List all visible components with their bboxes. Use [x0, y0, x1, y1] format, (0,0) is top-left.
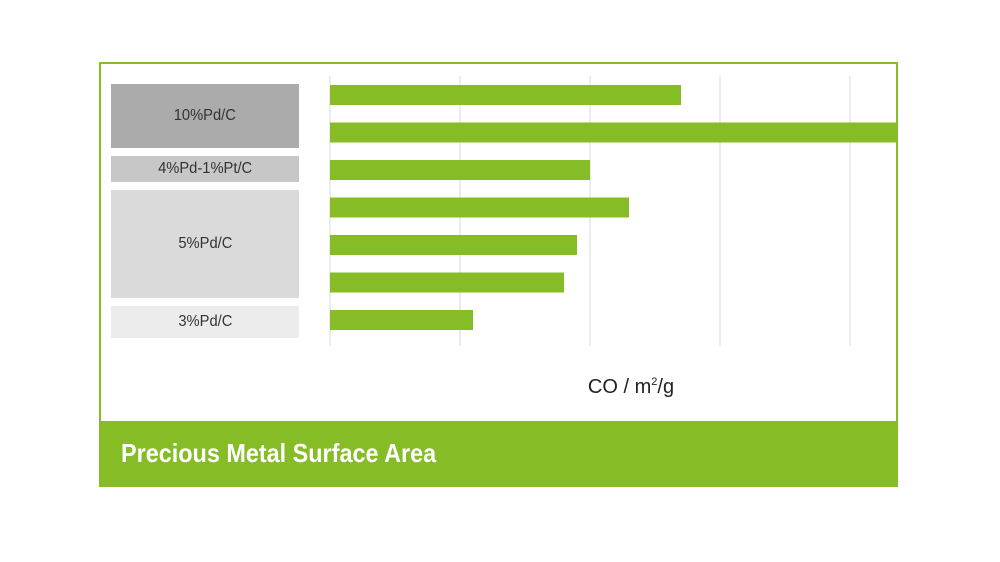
bar-0-0: [330, 85, 681, 105]
bar-2-0: [330, 197, 629, 218]
group-label-10pd: 10%Pd/C: [111, 84, 299, 148]
bar-0-1: [330, 122, 896, 143]
chart-title-banner: Precious Metal Surface Area: [101, 421, 896, 485]
bar-3-0: [330, 310, 473, 330]
group-label-5pd: 5%Pd/C: [111, 190, 299, 298]
x-axis-label: CO / m2/g: [587, 376, 675, 398]
bar-2-1: [330, 235, 577, 255]
bar-plot: [329, 76, 896, 346]
chart-title: Precious Metal Surface Area: [121, 437, 437, 468]
chart-card: 10%Pd/C 4%Pd-1%Pt/C 5%Pd/C 3%Pd/C CO / m…: [99, 62, 898, 487]
group-label-3pd: 3%Pd/C: [111, 306, 299, 338]
group-label-4pd-1pt: 4%Pd-1%Pt/C: [111, 156, 299, 182]
bar-2-2: [330, 272, 564, 293]
bar-1-0: [330, 160, 590, 180]
